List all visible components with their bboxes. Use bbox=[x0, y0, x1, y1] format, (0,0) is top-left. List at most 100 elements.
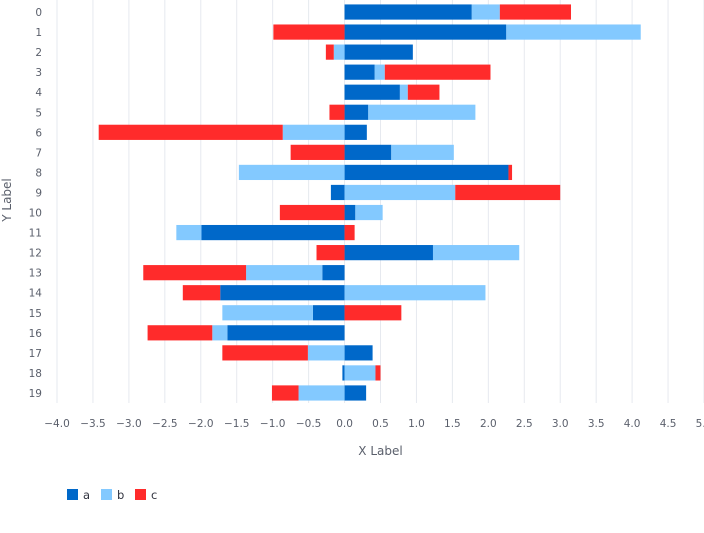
bar-c bbox=[143, 265, 247, 281]
x-tick-label: 2.5 bbox=[516, 418, 533, 430]
y-tick-label: 18 bbox=[29, 368, 42, 380]
x-tick-label: 4.0 bbox=[624, 418, 641, 430]
x-tick-label: −4.0 bbox=[44, 418, 70, 430]
bar-b bbox=[238, 164, 345, 181]
bar-b bbox=[471, 4, 500, 20]
bar-c bbox=[316, 245, 345, 261]
bar-b bbox=[344, 365, 376, 381]
y-tick-label: 1 bbox=[35, 27, 42, 39]
bar-c bbox=[407, 84, 440, 100]
y-tick-label: 10 bbox=[29, 208, 42, 220]
bar-c bbox=[375, 365, 381, 381]
bar-a bbox=[342, 365, 345, 381]
y-tick-label: 17 bbox=[29, 348, 42, 360]
x-tick-label: −3.0 bbox=[116, 418, 142, 430]
x-tick-label: 0.5 bbox=[372, 418, 389, 430]
legend-swatch-a bbox=[67, 489, 78, 500]
bar-b bbox=[344, 285, 486, 301]
y-tick-label: 2 bbox=[35, 47, 42, 59]
bar-b bbox=[176, 224, 202, 241]
x-tick-label: −1.5 bbox=[224, 418, 250, 430]
y-tick-label: 19 bbox=[29, 388, 42, 400]
bar-c bbox=[182, 285, 221, 301]
bar-c bbox=[508, 164, 513, 181]
x-tick-label: 4.5 bbox=[660, 418, 677, 430]
bar-c bbox=[384, 64, 491, 80]
bar-a bbox=[344, 4, 472, 20]
bar-a bbox=[322, 265, 345, 281]
bar-a bbox=[344, 24, 507, 40]
bar-a bbox=[344, 64, 375, 80]
bar-b bbox=[399, 84, 408, 100]
y-tick-label: 15 bbox=[29, 308, 42, 320]
bar-c bbox=[271, 385, 299, 401]
y-tick-label: 8 bbox=[35, 167, 42, 179]
bar-a bbox=[344, 104, 369, 120]
x-tick-label: −3.5 bbox=[80, 418, 106, 430]
x-tick-label: 2.0 bbox=[480, 418, 497, 430]
y-tick-label: 4 bbox=[35, 87, 42, 99]
bar-b bbox=[333, 44, 345, 60]
y-tick-label: 5 bbox=[35, 107, 42, 119]
bar-a bbox=[344, 124, 367, 140]
bar-a bbox=[227, 325, 345, 341]
bar-b bbox=[506, 24, 641, 40]
bar-a bbox=[344, 204, 356, 221]
legend-swatch-c bbox=[135, 489, 146, 500]
y-tick-label: 9 bbox=[35, 187, 42, 199]
bar-b bbox=[368, 104, 476, 120]
x-tick-labels: −4.0 −3.5 −3.0 −2.5 −2.0 −1.5 −1.0 −0.5 0.0 0.5 1.… bbox=[44, 418, 704, 430]
y-tick-label: 3 bbox=[35, 67, 42, 79]
bar-a bbox=[344, 144, 392, 160]
bar-c bbox=[290, 144, 345, 160]
bar-b bbox=[307, 345, 345, 361]
bar-c bbox=[273, 24, 345, 40]
bar-b bbox=[282, 124, 345, 140]
bar-a bbox=[344, 164, 509, 181]
x-tick-label: 0.0 bbox=[336, 418, 353, 430]
y-axis-label: Y Label bbox=[0, 178, 14, 223]
bar-c bbox=[279, 204, 345, 221]
bar-c bbox=[344, 305, 402, 321]
y-tick-label: 16 bbox=[29, 328, 43, 340]
bar-a bbox=[344, 385, 367, 401]
x-tick-label: 3.0 bbox=[552, 418, 569, 430]
legend-label: c bbox=[151, 488, 157, 502]
bar-b bbox=[212, 325, 228, 341]
x-tick-label: −1.0 bbox=[260, 418, 286, 430]
legend-swatch-b bbox=[101, 489, 112, 500]
bar-a bbox=[344, 345, 373, 361]
x-tick-label: 3.5 bbox=[588, 418, 605, 430]
bar-c bbox=[455, 184, 561, 201]
legend-label: b bbox=[117, 488, 124, 502]
y-tick-label: 12 bbox=[29, 248, 42, 260]
bar-c bbox=[329, 104, 345, 120]
y-tick-label: 7 bbox=[35, 147, 42, 159]
y-tick-label: 14 bbox=[29, 288, 43, 300]
bar-a bbox=[344, 245, 433, 261]
x-tick-label: 1.0 bbox=[408, 418, 425, 430]
x-tick-label: 5.0 bbox=[696, 418, 704, 430]
x-tick-label: −2.0 bbox=[188, 418, 214, 430]
bar-b bbox=[374, 64, 385, 80]
bar-c bbox=[344, 224, 355, 241]
x-tick-label: 1.5 bbox=[444, 418, 461, 430]
bar-c bbox=[222, 345, 308, 361]
x-tick-label: −0.5 bbox=[296, 418, 322, 430]
bar-b bbox=[355, 204, 383, 221]
grid bbox=[56, 0, 704, 403]
legend: a b c bbox=[67, 488, 157, 502]
bar-b bbox=[222, 305, 313, 321]
bar-b bbox=[246, 265, 323, 281]
bar-a bbox=[330, 184, 345, 201]
bar-b bbox=[391, 144, 454, 160]
x-axis-label: X Label bbox=[358, 444, 402, 458]
bar-c bbox=[98, 124, 283, 140]
legend-label: a bbox=[83, 488, 90, 502]
y-tick-label: 13 bbox=[29, 268, 42, 280]
y-tick-label: 11 bbox=[29, 228, 42, 240]
bar-b bbox=[344, 184, 456, 201]
bar-a bbox=[344, 44, 413, 60]
